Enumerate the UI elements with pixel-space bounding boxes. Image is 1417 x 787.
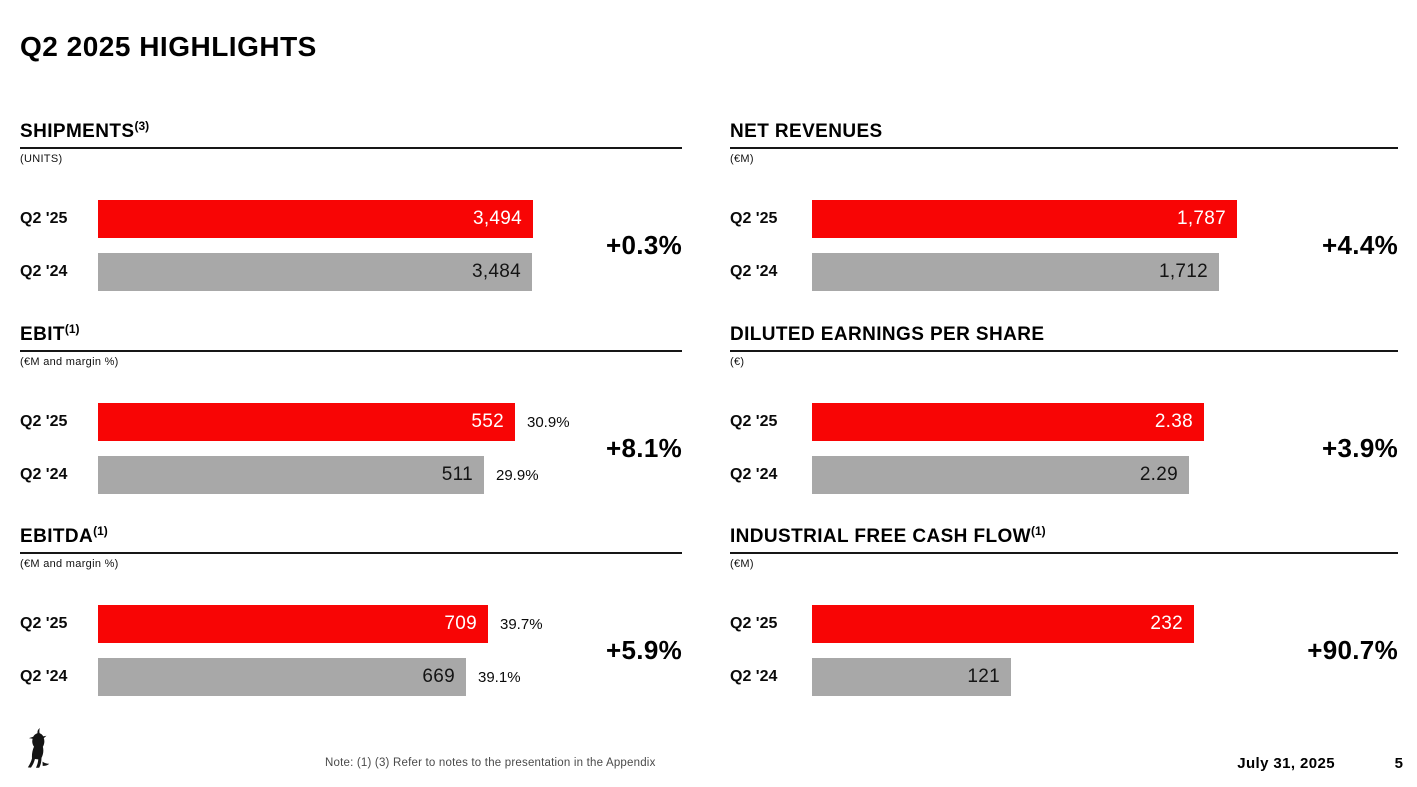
- bar-row-prior: Q2 '24 3,484: [20, 253, 682, 291]
- bar-value: 511: [441, 464, 473, 485]
- slide-date: July 31, 2025: [1237, 755, 1335, 772]
- bar-row-current: Q2 '25 709 39.7%: [20, 605, 682, 643]
- title-underline: [730, 147, 1398, 149]
- bar-prior: 511: [98, 456, 484, 494]
- bar-value: 669: [422, 666, 455, 687]
- bar-value: 709: [444, 613, 477, 634]
- bar-row-prior: Q2 '24 2.29: [730, 456, 1398, 494]
- bar-row-current: Q2 '25 552 30.9%: [20, 403, 682, 441]
- footnote-marker: (1): [93, 524, 108, 538]
- bar-value: 2.38: [1154, 411, 1193, 432]
- panel-ebit-title: EBIT(1): [20, 322, 80, 346]
- delta-badge: +90.7%: [1307, 634, 1398, 665]
- bar-prior: 1,712: [812, 253, 1219, 291]
- title-underline: [20, 350, 682, 352]
- panel-net-revenues-title: NET REVENUES: [730, 121, 883, 143]
- bar-current: 2.38: [812, 403, 1204, 441]
- title-underline: [20, 147, 682, 149]
- unit-label: (UNITS): [20, 153, 63, 165]
- title-underline: [730, 552, 1398, 554]
- footnote-marker: (3): [134, 119, 150, 133]
- unit-label: (€M): [730, 558, 754, 570]
- margin-label: 29.9%: [496, 466, 539, 484]
- panel-shipments: SHIPMENTS(3) (UNITS) Q2 '25 3,494 Q2 '24…: [20, 119, 682, 316]
- page-title: Q2 2025 HIGHLIGHTS: [20, 30, 317, 62]
- unit-label: (€M): [730, 153, 754, 165]
- bar-prior: 669: [98, 658, 466, 696]
- delta-badge: +3.9%: [1322, 432, 1398, 463]
- panel-title-text: NET REVENUES: [730, 121, 883, 142]
- bar-row-prior: Q2 '24 121: [730, 658, 1398, 696]
- bar-row-prior: Q2 '24 511 29.9%: [20, 456, 682, 494]
- panel-shipments-title: SHIPMENTS(3): [20, 119, 150, 143]
- unit-label: (€): [730, 356, 745, 368]
- bar-value: 552: [471, 411, 504, 432]
- delta-badge: +0.3%: [606, 229, 682, 260]
- margin-label: 30.9%: [527, 413, 570, 431]
- category-label: Q2 '25: [730, 210, 778, 227]
- bar-row-current: Q2 '25 232: [730, 605, 1398, 643]
- bar-value: 1,787: [1176, 208, 1226, 229]
- bar-current: 232: [812, 605, 1194, 643]
- bar-value: 3,484: [471, 261, 521, 282]
- category-label: Q2 '25: [20, 413, 68, 430]
- bar-row-prior: Q2 '24 1,712: [730, 253, 1398, 291]
- category-label: Q2 '24: [20, 263, 68, 280]
- category-label: Q2 '25: [730, 615, 778, 632]
- delta-badge: +8.1%: [606, 432, 682, 463]
- bar-value: 2.29: [1139, 464, 1178, 485]
- bar-value: 3,494: [472, 208, 522, 229]
- title-underline: [20, 552, 682, 554]
- footnote-marker: (1): [1030, 524, 1046, 538]
- delta-badge: +5.9%: [606, 634, 682, 665]
- category-label: Q2 '24: [20, 668, 68, 685]
- footnote-text: Note: (1) (3) Refer to notes to the pres…: [325, 757, 656, 769]
- bar-prior: 3,484: [98, 253, 532, 291]
- panel-title-text: EBIT: [20, 324, 65, 345]
- category-label: Q2 '24: [730, 263, 778, 280]
- bar-value: 121: [967, 666, 1000, 687]
- panel-diluted-eps-title: DILUTED EARNINGS PER SHARE: [730, 324, 1044, 346]
- bar-row-prior: Q2 '24 669 39.1%: [20, 658, 682, 696]
- panel-ebitda: EBITDA(1) (€M and margin %) Q2 '25 709 3…: [20, 524, 682, 721]
- category-label: Q2 '25: [20, 615, 68, 632]
- panel-industrial-fcf: INDUSTRIAL FREE CASH FLOW(1) (€M) Q2 '25…: [730, 524, 1398, 721]
- category-label: Q2 '24: [20, 466, 68, 483]
- category-label: Q2 '25: [730, 413, 778, 430]
- bar-current: 3,494: [98, 200, 533, 238]
- bar-current: 552: [98, 403, 515, 441]
- ferrari-prancing-horse-logo: [27, 726, 51, 776]
- category-label: Q2 '25: [20, 210, 68, 227]
- bar-current: 709: [98, 605, 488, 643]
- panel-ebitda-title: EBITDA(1): [20, 524, 108, 548]
- delta-badge: +4.4%: [1322, 229, 1398, 260]
- category-label: Q2 '24: [730, 668, 778, 685]
- category-label: Q2 '24: [730, 466, 778, 483]
- bar-row-current: Q2 '25 2.38: [730, 403, 1398, 441]
- bar-prior: 2.29: [812, 456, 1189, 494]
- bar-value: 1,712: [1158, 261, 1208, 282]
- panel-ebit: EBIT(1) (€M and margin %) Q2 '25 552 30.…: [20, 322, 682, 519]
- panel-diluted-eps: DILUTED EARNINGS PER SHARE (€) Q2 '25 2.…: [730, 323, 1398, 519]
- panel-net-revenues: NET REVENUES (€M) Q2 '25 1,787 Q2 '24 1,…: [730, 120, 1398, 316]
- margin-label: 39.7%: [500, 615, 543, 633]
- panel-title-text: EBITDA: [20, 526, 94, 547]
- bar-row-current: Q2 '25 3,494: [20, 200, 682, 238]
- margin-label: 39.1%: [478, 668, 521, 686]
- bar-prior: 121: [812, 658, 1011, 696]
- bar-value: 232: [1150, 613, 1183, 634]
- page-number: 5: [1394, 755, 1403, 772]
- title-underline: [730, 350, 1398, 352]
- unit-label: (€M and margin %): [20, 558, 119, 570]
- bar-current: 1,787: [812, 200, 1237, 238]
- panel-title-text: INDUSTRIAL FREE CASH FLOW: [730, 526, 1031, 547]
- panel-industrial-fcf-title: INDUSTRIAL FREE CASH FLOW(1): [730, 524, 1046, 548]
- unit-label: (€M and margin %): [20, 356, 119, 368]
- panel-title-text: SHIPMENTS: [20, 121, 135, 142]
- panel-title-text: DILUTED EARNINGS PER SHARE: [730, 324, 1045, 345]
- footnote-marker: (1): [64, 322, 80, 336]
- bar-row-current: Q2 '25 1,787: [730, 200, 1398, 238]
